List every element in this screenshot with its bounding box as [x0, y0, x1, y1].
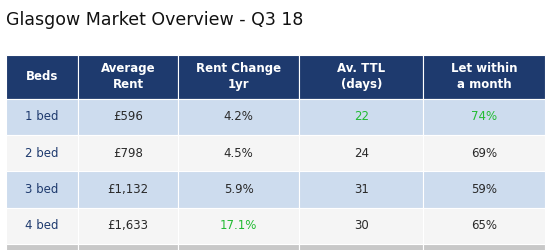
Text: 5.9%: 5.9% — [224, 183, 254, 196]
Text: 2 bed: 2 bed — [25, 146, 59, 160]
Text: 31: 31 — [354, 183, 369, 196]
Bar — [299, 244, 424, 250]
Text: Av. TTL
(days): Av. TTL (days) — [337, 62, 386, 91]
Text: 59%: 59% — [471, 183, 497, 196]
Bar — [178, 208, 299, 244]
Text: 22: 22 — [354, 110, 369, 123]
Bar — [424, 135, 544, 171]
Text: £1,132: £1,132 — [108, 183, 148, 196]
Text: 24: 24 — [354, 146, 369, 160]
Bar — [178, 171, 299, 207]
Bar — [299, 99, 424, 135]
Bar — [6, 135, 78, 171]
Bar — [424, 171, 544, 207]
Bar — [6, 208, 78, 244]
Text: 4 bed: 4 bed — [25, 219, 59, 232]
Text: 4.2%: 4.2% — [224, 110, 254, 123]
Bar — [424, 244, 544, 250]
Text: £798: £798 — [113, 146, 143, 160]
Bar — [299, 55, 424, 99]
Bar — [299, 171, 424, 207]
Text: Average
Rent: Average Rent — [101, 62, 156, 91]
Text: 74%: 74% — [471, 110, 497, 123]
Bar — [78, 99, 178, 135]
Bar — [424, 208, 544, 244]
Bar — [178, 99, 299, 135]
Bar — [424, 55, 544, 99]
Text: 4.5%: 4.5% — [224, 146, 254, 160]
Bar — [299, 208, 424, 244]
Bar — [6, 171, 78, 207]
Text: 3 bed: 3 bed — [25, 183, 58, 196]
Bar — [78, 55, 178, 99]
Bar — [78, 135, 178, 171]
Text: Glasgow Market Overview - Q3 18: Glasgow Market Overview - Q3 18 — [6, 11, 303, 29]
Text: Rent Change
1yr: Rent Change 1yr — [196, 62, 281, 91]
Text: Let within
a month: Let within a month — [450, 62, 517, 91]
Bar — [6, 55, 78, 99]
Bar — [424, 99, 544, 135]
Text: 65%: 65% — [471, 219, 497, 232]
Bar — [178, 55, 299, 99]
Text: 1 bed: 1 bed — [25, 110, 59, 123]
Bar — [78, 208, 178, 244]
Text: £1,633: £1,633 — [108, 219, 148, 232]
Bar — [78, 244, 178, 250]
Bar — [178, 244, 299, 250]
Bar — [6, 99, 78, 135]
Text: 17.1%: 17.1% — [220, 219, 257, 232]
Text: 30: 30 — [354, 219, 369, 232]
Text: Beds: Beds — [26, 70, 58, 84]
Bar — [6, 244, 78, 250]
Bar — [178, 135, 299, 171]
Text: £596: £596 — [113, 110, 143, 123]
Bar — [299, 135, 424, 171]
Bar — [78, 171, 178, 207]
Text: 69%: 69% — [471, 146, 497, 160]
